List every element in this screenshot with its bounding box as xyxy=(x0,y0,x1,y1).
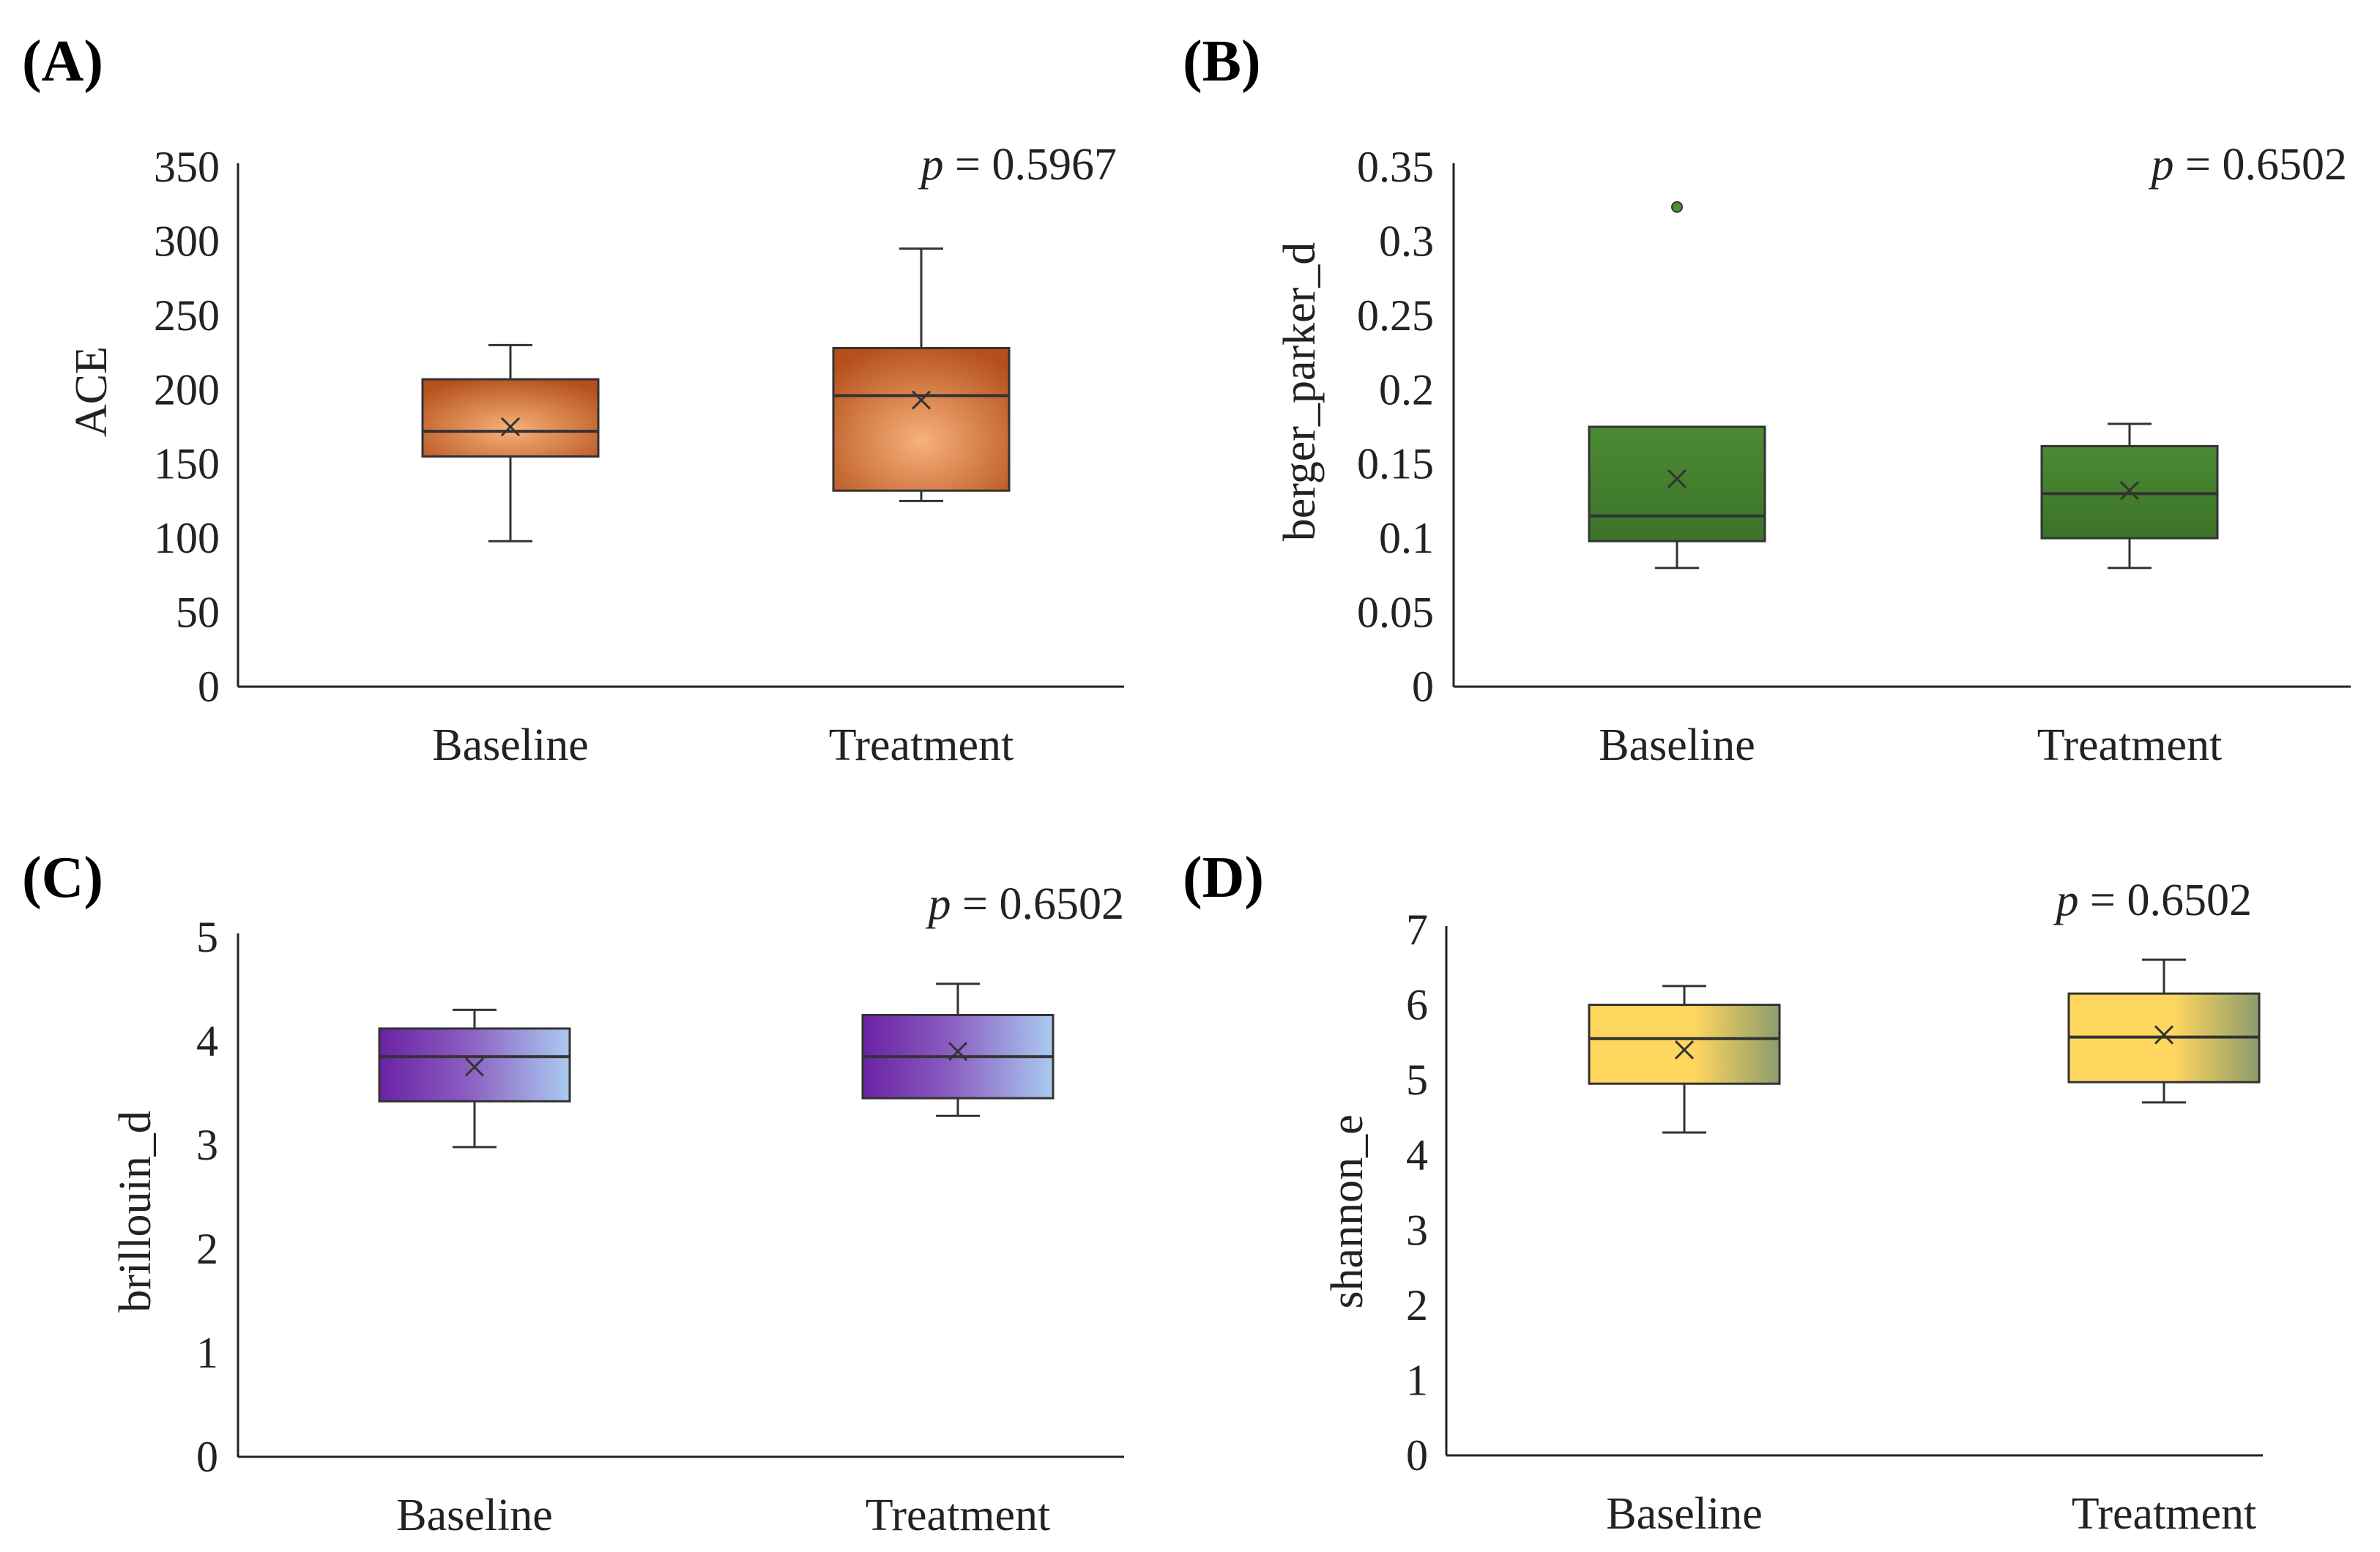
x-categories-c: Baseline Treatment xyxy=(396,1491,1050,1540)
y-tick-label: 2 xyxy=(1406,1281,1428,1329)
iqr-box xyxy=(378,1027,571,1103)
y-tick-label: 0.2 xyxy=(1379,365,1434,414)
box-baseline xyxy=(1588,201,1766,570)
panel-a: (A) ACE p = 0.5967 0 50 100 150 200 250 300 350… xyxy=(22,29,1124,770)
iqr-box xyxy=(421,378,600,458)
y-ticks-b: 0 0.05 0.1 0.15 0.2 0.25 0.3 0.35 xyxy=(1357,143,1434,711)
panel-c: (C) brillouin_d p = 0.6502 0 1 2 3 4 5 Baseli… xyxy=(22,846,1124,1540)
boxes-b xyxy=(1588,201,2219,570)
x-category-label: Baseline xyxy=(1606,1489,1763,1539)
x-category-label: Baseline xyxy=(1599,720,1755,770)
y-tick-label: 0 xyxy=(1406,1431,1428,1480)
mean-marker xyxy=(1667,469,1687,489)
iqr-box xyxy=(832,346,1011,492)
p-value-c: p = 0.6502 xyxy=(926,879,1124,929)
y-axis-label-a: ACE xyxy=(67,346,116,437)
x-categories-d: Baseline Treatment xyxy=(1606,1489,2256,1539)
mean-marker xyxy=(500,417,521,437)
y-tick-label: 1 xyxy=(1406,1356,1428,1404)
panel-d: (D) shannon_e p = 0.6502 0 1 2 3 4 5 6 7 Baseli… xyxy=(1183,846,2263,1539)
y-tick-label: 0 xyxy=(196,1433,218,1481)
y-tick-label: 3 xyxy=(1406,1206,1428,1254)
y-tick-label: 0 xyxy=(1412,663,1434,711)
y-tick-label: 0.25 xyxy=(1357,291,1434,340)
x-category-label: Treatment xyxy=(2037,720,2223,770)
y-tick-label: 300 xyxy=(154,217,220,265)
y-tick-label: 7 xyxy=(1406,906,1428,954)
y-tick-label: 6 xyxy=(1406,981,1428,1029)
box-treatment xyxy=(832,247,1011,502)
boxes-a xyxy=(421,247,1011,542)
p-value-d: p = 0.6502 xyxy=(2053,876,2252,925)
panel-label-d: (D) xyxy=(1183,846,1264,910)
box-baseline xyxy=(421,343,600,542)
y-tick-label: 4 xyxy=(196,1017,218,1065)
box-treatment xyxy=(2040,422,2219,570)
p-value-b: p = 0.6502 xyxy=(2149,140,2347,190)
y-ticks-a: 0 50 100 150 200 250 300 350 xyxy=(154,143,220,711)
y-tick-label: 4 xyxy=(1406,1131,1428,1179)
y-tick-label: 0.35 xyxy=(1357,143,1434,191)
y-tick-label: 5 xyxy=(196,913,218,961)
y-tick-label: 250 xyxy=(154,291,220,340)
y-axis-label-d: shannon_e xyxy=(1323,1114,1372,1308)
panel-label-c: (C) xyxy=(22,846,103,910)
y-tick-label: 1 xyxy=(196,1329,218,1377)
iqr-box xyxy=(1588,425,1766,542)
y-tick-label: 0.1 xyxy=(1379,514,1434,562)
y-tick-label: 350 xyxy=(154,143,220,191)
axes-c xyxy=(237,933,1124,1458)
y-tick-label: 5 xyxy=(1406,1056,1428,1104)
panel-label-b: (B) xyxy=(1183,29,1261,94)
y-tick-label: 200 xyxy=(154,365,220,414)
mean-marker xyxy=(2119,481,2140,501)
box-treatment xyxy=(2067,958,2261,1104)
y-tick-label: 0.05 xyxy=(1357,589,1434,637)
iqr-box xyxy=(1588,1004,1781,1085)
y-axis-label-b: berger_parker_d xyxy=(1275,242,1325,542)
boxes-c xyxy=(378,982,1055,1149)
y-tick-label: 0.3 xyxy=(1379,217,1434,265)
mean-marker xyxy=(1674,1040,1695,1060)
x-category-label: Treatment xyxy=(866,1491,1051,1540)
panel-label-a: (A) xyxy=(22,29,103,94)
x-categories-a: Baseline Treatment xyxy=(432,720,1014,770)
box-treatment xyxy=(861,982,1055,1117)
axes-a xyxy=(237,163,1124,688)
x-category-label: Treatment xyxy=(2072,1489,2257,1539)
y-ticks-c: 0 1 2 3 4 5 xyxy=(196,913,218,1481)
x-category-label: Baseline xyxy=(396,1491,553,1540)
axes-d xyxy=(1445,926,2263,1457)
box-baseline xyxy=(1588,985,1781,1134)
y-tick-label: 3 xyxy=(196,1121,218,1169)
y-axis-label-c: brillouin_d xyxy=(111,1111,160,1313)
x-category-label: Treatment xyxy=(829,720,1014,770)
y-tick-label: 50 xyxy=(176,589,220,637)
panel-b: (B) berger_parker_d p = 0.6502 00.050.10… xyxy=(1183,29,2351,770)
y-tick-label: 2 xyxy=(196,1225,218,1273)
axes-b xyxy=(1452,163,2351,688)
y-tick-label: 0.15 xyxy=(1357,440,1434,488)
y-ticks-d: 0 1 2 3 4 5 6 7 xyxy=(1406,906,1428,1480)
y-tick-label: 100 xyxy=(154,514,220,562)
box-baseline xyxy=(378,1008,571,1149)
outlier-point xyxy=(1671,201,1683,213)
y-tick-label: 150 xyxy=(154,440,220,488)
mean-marker xyxy=(948,1042,968,1062)
boxes-d xyxy=(1588,958,2261,1134)
p-value-a: p = 0.5967 xyxy=(918,140,1117,190)
mean-marker xyxy=(911,390,931,410)
x-categories-b: Baseline Treatment xyxy=(1599,720,2222,770)
x-category-label: Baseline xyxy=(432,720,589,770)
y-tick-label: 0 xyxy=(198,663,220,711)
mean-marker xyxy=(2154,1025,2174,1045)
mean-marker xyxy=(464,1057,485,1077)
